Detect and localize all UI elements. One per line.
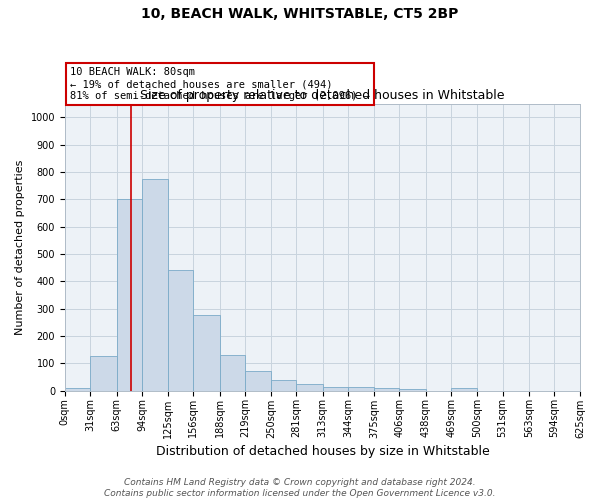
Bar [323,388,349,390]
Bar [91,356,117,390]
Bar [400,389,426,390]
Bar [117,199,142,390]
Text: 10, BEACH WALK, WHITSTABLE, CT5 2BP: 10, BEACH WALK, WHITSTABLE, CT5 2BP [142,8,458,22]
Bar [271,380,296,390]
Text: Contains HM Land Registry data © Crown copyright and database right 2024.
Contai: Contains HM Land Registry data © Crown c… [104,478,496,498]
X-axis label: Distribution of detached houses by size in Whitstable: Distribution of detached houses by size … [155,444,489,458]
Bar [193,316,220,390]
Text: 10 BEACH WALK: 80sqm
← 19% of detached houses are smaller (494)
81% of semi-deta: 10 BEACH WALK: 80sqm ← 19% of detached h… [70,68,370,100]
Y-axis label: Number of detached properties: Number of detached properties [15,160,25,334]
Bar [349,388,374,390]
Bar [451,388,477,390]
Bar [296,384,323,390]
Bar [245,372,271,390]
Bar [374,388,400,390]
Title: Size of property relative to detached houses in Whitstable: Size of property relative to detached ho… [140,90,505,102]
Bar [168,270,193,390]
Bar [65,388,91,390]
Bar [220,355,245,390]
Bar [142,178,168,390]
